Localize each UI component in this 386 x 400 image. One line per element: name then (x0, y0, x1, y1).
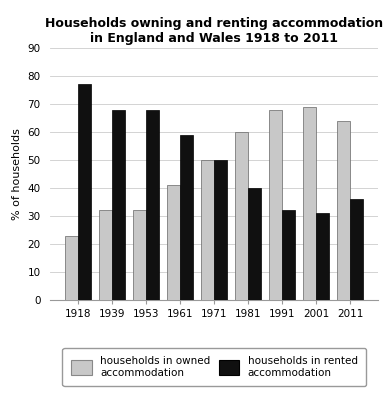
Bar (65, 236, 78, 300)
Bar (180, 135, 193, 300)
Bar (350, 199, 363, 300)
Bar (167, 185, 180, 300)
Bar (112, 110, 125, 300)
Legend: households in owned
accommodation, households in rented
accommodation: households in owned accommodation, house… (63, 348, 366, 386)
Bar (248, 188, 261, 300)
Bar (214, 160, 227, 300)
Bar (99, 210, 112, 300)
Bar (201, 160, 214, 300)
Bar (78, 84, 91, 300)
Title: Households owning and renting accommodation
in England and Wales 1918 to 2011: Households owning and renting accommodat… (45, 18, 383, 46)
Bar (133, 210, 146, 300)
Bar (235, 132, 248, 300)
Bar (303, 107, 317, 300)
Bar (282, 210, 295, 300)
Y-axis label: % of households: % of households (12, 128, 22, 220)
Bar (317, 213, 329, 300)
Bar (337, 121, 350, 300)
Bar (269, 110, 282, 300)
Bar (146, 110, 159, 300)
